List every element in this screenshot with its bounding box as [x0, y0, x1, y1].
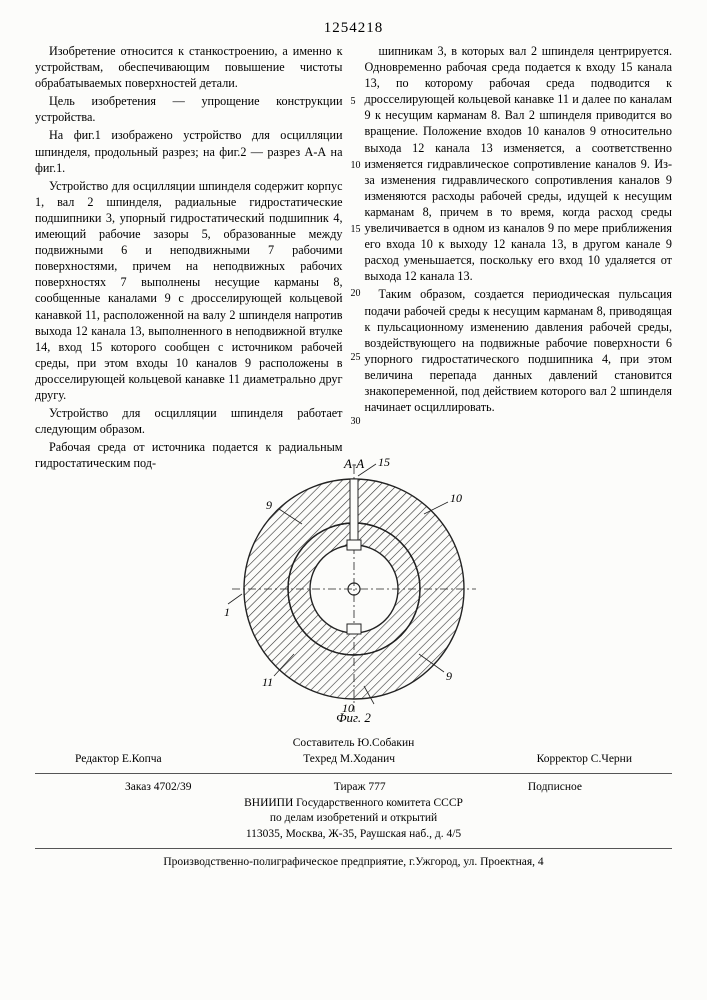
- org-line1: ВНИИПИ Государственного комитета СССР: [35, 796, 672, 812]
- text-columns: Изобретение относится к станкостроению, …: [35, 43, 672, 448]
- para: Рабочая среда от источника подается к ра…: [35, 439, 343, 471]
- para: Таким образом, создается периодическая п…: [365, 286, 673, 415]
- line-number: 15: [351, 223, 361, 236]
- line-number: 20: [351, 287, 361, 300]
- line-number: 30: [351, 415, 361, 428]
- para: Устройство для осцилляции шпинделя работ…: [35, 405, 343, 437]
- patent-number: 1254218: [35, 20, 672, 37]
- line-number: 10: [351, 159, 361, 172]
- para: Цель изобретения — упрощение конструкции…: [35, 93, 343, 125]
- ref-1: 1: [224, 605, 230, 619]
- diagram-svg: А-А 15 9 10 1: [224, 454, 484, 714]
- address: 113035, Москва, Ж-35, Раушская наб., д. …: [35, 827, 672, 843]
- tirazh: Тираж 777: [334, 780, 386, 796]
- line-number: 5: [351, 95, 356, 108]
- techred: Техред М.Ходанич: [303, 752, 395, 768]
- order-no: Заказ 4702/39: [125, 780, 192, 796]
- org-line2: по делам изобретений и открытий: [35, 811, 672, 827]
- para: На фиг.1 изображено устройство для осцил…: [35, 127, 343, 175]
- corrector: Корректор С.Черни: [537, 752, 632, 768]
- ref-10: 10: [450, 491, 462, 505]
- para: Устройство для осцилляции шпинделя содер…: [35, 178, 343, 403]
- para: Изобретение относится к станкостроению, …: [35, 43, 343, 91]
- column-left: Изобретение относится к станкостроению, …: [35, 43, 343, 448]
- editor: Редактор Е.Копча: [75, 752, 162, 768]
- page: 1254218 Изобретение относится к станкост…: [0, 0, 707, 1000]
- column-right: 5 10 15 20 25 30 шипникам 3, в которых в…: [365, 43, 673, 448]
- subscribe: Подписное: [528, 780, 582, 796]
- footer: Составитель Ю.Собакин Редактор Е.Копча Т…: [35, 736, 672, 871]
- ref-9b: 9: [446, 669, 452, 683]
- compiler: Составитель Ю.Собакин: [35, 736, 672, 752]
- ref-15: 15: [378, 455, 390, 469]
- line-number: 25: [351, 351, 361, 364]
- ref-11: 11: [262, 675, 273, 689]
- para: шипникам 3, в которых вал 2 шпинделя цен…: [365, 43, 673, 284]
- figure-caption: Фиг. 2: [35, 710, 672, 726]
- figure-2: А-А 15 9 10 1: [35, 454, 672, 726]
- ref-9: 9: [266, 498, 272, 512]
- print-house: Производственно-полиграфическое предприя…: [35, 855, 672, 871]
